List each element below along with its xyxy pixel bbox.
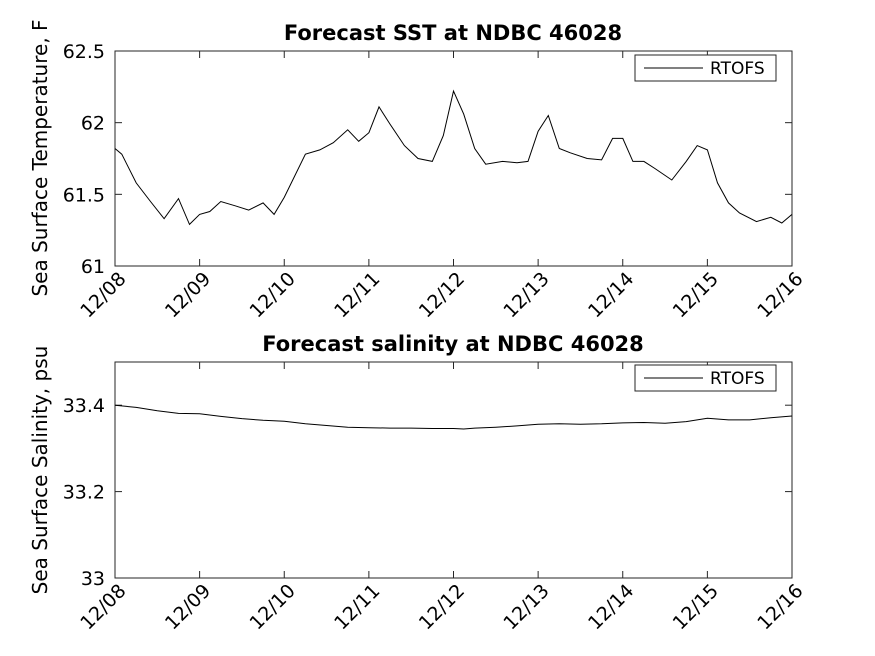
sst-x-tick-label: 12/15 (669, 268, 723, 322)
sst-x-tick-label: 12/10 (246, 268, 300, 322)
salinity-ticks: 12/08 12/09 12/10 12/11 12/12 12/13 12/14 12/15… (63, 362, 808, 634)
sst-axes-box (114, 50, 793, 267)
salinity-legend-label: RTOFS (710, 369, 765, 389)
sst-x-tick-label: 12/11 (330, 268, 384, 322)
sst-x-tick-label: 12/14 (584, 268, 638, 322)
salinity-title: Forecast salinity at NDBC 46028 (262, 332, 644, 356)
sst-y-axis-label: Sea Surface Temperature, F (28, 19, 52, 296)
salinity-axes-box (114, 361, 793, 579)
salinity-x-tick-label: 12/12 (415, 580, 469, 634)
salinity-y-axis-label: Sea Surface Salinity, psu (28, 346, 52, 595)
sst-x-tick-label: 12/13 (499, 268, 553, 322)
sst-panel: Forecast SST at NDBC 46028 Sea Surface T… (28, 19, 808, 322)
salinity-x-tick-label: 12/10 (246, 580, 300, 634)
sst-y-tick-label: 61 (81, 256, 105, 278)
salinity-series-line-rtofs (114, 404, 793, 430)
sst-legend-label: RTOFS (710, 59, 765, 79)
sst-ticks: 12/08 12/09 12/10 12/11 12/12 12/13 12/14 12/15… (63, 41, 808, 322)
salinity-panel: Forecast salinity at NDBC 46028 Sea Surf… (28, 332, 808, 634)
salinity-x-tick-label: 12/11 (330, 580, 384, 634)
sst-series-line-rtofs (114, 89, 793, 226)
salinity-x-tick-label: 12/09 (161, 580, 215, 634)
sst-x-tick-label: 12/12 (415, 268, 469, 322)
salinity-y-tick-label: 33.2 (63, 482, 105, 504)
sst-title: Forecast SST at NDBC 46028 (284, 21, 622, 45)
salinity-y-tick-label: 33.4 (63, 395, 105, 417)
sst-y-tick-label: 62.5 (63, 41, 105, 63)
salinity-x-tick-label: 12/15 (669, 580, 723, 634)
sst-legend: RTOFS (634, 54, 777, 82)
salinity-x-tick-label: 12/14 (584, 580, 638, 634)
salinity-x-tick-label: 12/16 (753, 580, 807, 634)
sst-x-tick-label: 12/16 (753, 268, 807, 322)
salinity-x-tick-label: 12/13 (499, 580, 553, 634)
sst-y-tick-label: 62 (81, 113, 105, 135)
sst-x-tick-label: 12/09 (161, 268, 215, 322)
salinity-legend: RTOFS (634, 364, 777, 392)
salinity-y-tick-label: 33 (81, 568, 105, 590)
sst-y-tick-label: 61.5 (63, 184, 105, 206)
